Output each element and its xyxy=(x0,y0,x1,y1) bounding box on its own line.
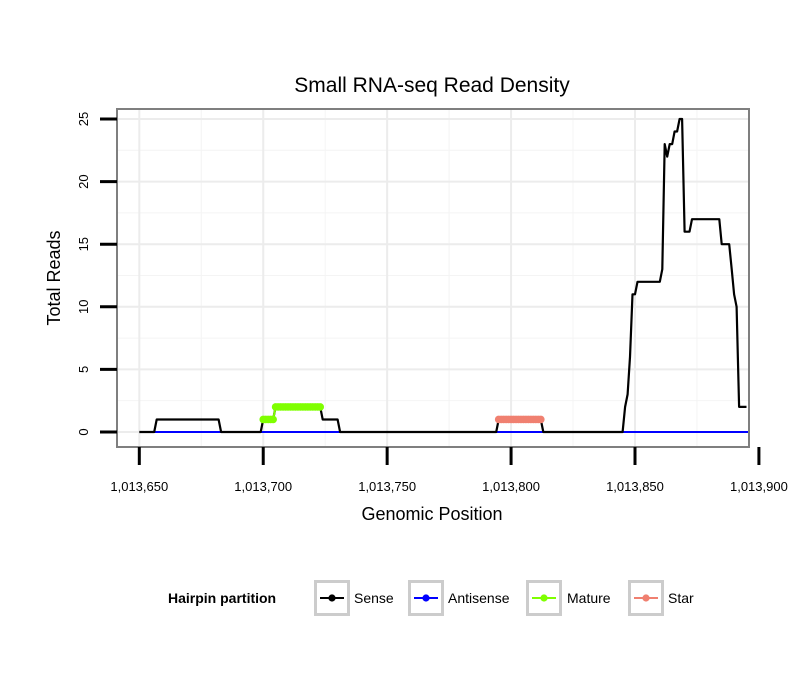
y-tick-label: 20 xyxy=(76,174,91,188)
y-axis-title: Total Reads xyxy=(44,230,64,325)
legend-title: Hairpin partition xyxy=(168,590,276,606)
legend-entry-mature: Mature xyxy=(526,580,611,616)
x-tick-label: 1,013,900 xyxy=(730,479,788,494)
legend: Hairpin partition Sense Antisense Mature St… xyxy=(168,580,694,616)
x-axis-title: Genomic Position xyxy=(361,504,502,524)
y-tick-label: 15 xyxy=(76,237,91,251)
legend-key-point xyxy=(422,594,430,602)
x-tick-label: 1,013,700 xyxy=(234,479,292,494)
legend-key-point xyxy=(328,594,336,602)
x-tick-label: 1,013,750 xyxy=(358,479,416,494)
legend-label: Mature xyxy=(567,590,611,606)
legend-key-point xyxy=(540,594,548,602)
x-axis: 1,013,650 1,013,700 1,013,750 1,013,800 1,01… xyxy=(110,447,788,494)
legend-label: Star xyxy=(668,590,694,606)
plot-border xyxy=(116,108,750,448)
legend-label: Sense xyxy=(354,590,394,606)
y-tick-label: 5 xyxy=(76,366,91,373)
x-tick-label: 1,013,800 xyxy=(482,479,540,494)
x-tick-label: 1,013,650 xyxy=(110,479,168,494)
mature-point xyxy=(316,403,325,411)
x-tick-label: 1,013,850 xyxy=(606,479,664,494)
legend-entry-sense: Sense xyxy=(314,580,394,616)
legend-entry-antisense: Antisense xyxy=(408,580,510,616)
mature-point xyxy=(269,415,277,424)
legend-label: Antisense xyxy=(448,590,510,606)
grid-lines xyxy=(117,109,749,447)
chart-title: Small RNA-seq Read Density xyxy=(294,74,570,97)
legend-key-point xyxy=(642,594,650,602)
series-layer xyxy=(139,117,749,434)
y-tick-label: 10 xyxy=(76,300,91,314)
y-axis: 0 5 10 15 20 25 xyxy=(76,112,117,436)
y-tick-label: 0 xyxy=(76,428,91,435)
star-point xyxy=(537,415,545,424)
y-tick-label: 25 xyxy=(76,112,91,126)
legend-entry-star: Star xyxy=(628,580,694,616)
